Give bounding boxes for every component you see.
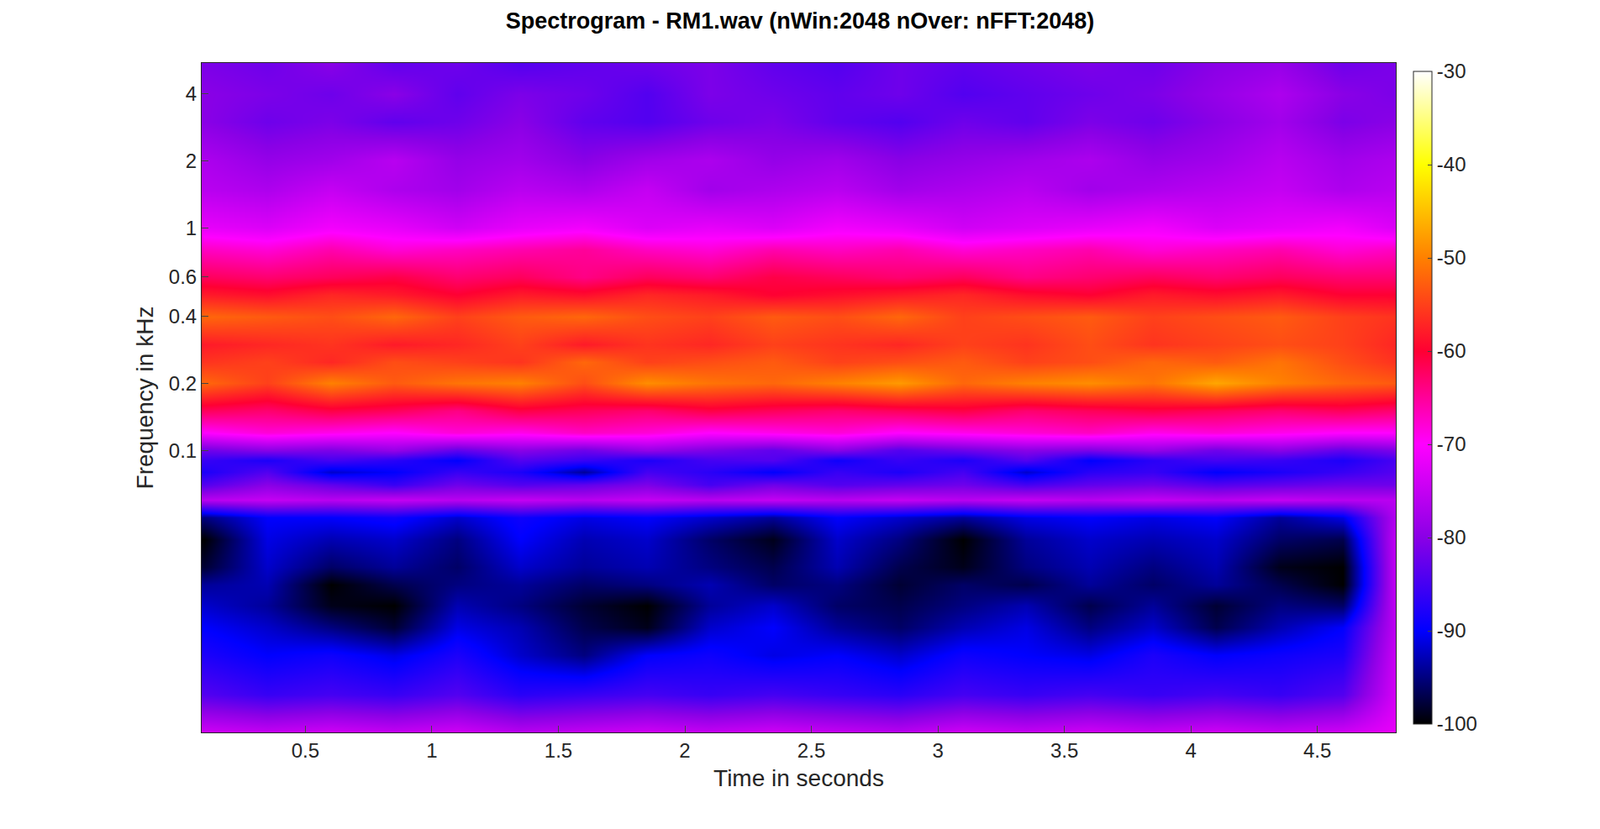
- svg-text:Spectrogram - RM1.wav (nWin:20: Spectrogram - RM1.wav (nWin:2048 nOver: …: [505, 8, 1095, 34]
- svg-text:4: 4: [1184, 739, 1196, 763]
- svg-text:4.5: 4.5: [1303, 739, 1332, 763]
- svg-text:-50: -50: [1436, 246, 1467, 269]
- svg-text:0.1: 0.1: [168, 439, 197, 463]
- svg-text:1: 1: [185, 216, 197, 240]
- svg-text:-30: -30: [1436, 59, 1467, 83]
- svg-text:-60: -60: [1436, 339, 1467, 363]
- svg-text:-90: -90: [1436, 619, 1467, 643]
- svg-text:0.6: 0.6: [168, 265, 197, 289]
- svg-text:1.5: 1.5: [544, 739, 573, 763]
- svg-text:2.5: 2.5: [797, 739, 826, 763]
- svg-text:3.5: 3.5: [1050, 739, 1079, 763]
- svg-text:2: 2: [678, 739, 690, 763]
- svg-text:Frequency in kHz: Frequency in kHz: [131, 306, 158, 490]
- svg-text:2: 2: [185, 149, 197, 173]
- svg-text:-40: -40: [1436, 152, 1467, 176]
- svg-text:-70: -70: [1436, 432, 1467, 456]
- svg-text:Time in seconds: Time in seconds: [713, 765, 885, 792]
- svg-text:4: 4: [185, 82, 197, 106]
- svg-text:-80: -80: [1436, 526, 1467, 549]
- svg-text:-100: -100: [1436, 712, 1478, 736]
- svg-text:0.2: 0.2: [168, 372, 197, 395]
- svg-text:3: 3: [931, 739, 943, 763]
- svg-text:1: 1: [426, 739, 437, 763]
- svg-text:0.4: 0.4: [168, 305, 197, 328]
- svg-text:0.5: 0.5: [291, 739, 320, 763]
